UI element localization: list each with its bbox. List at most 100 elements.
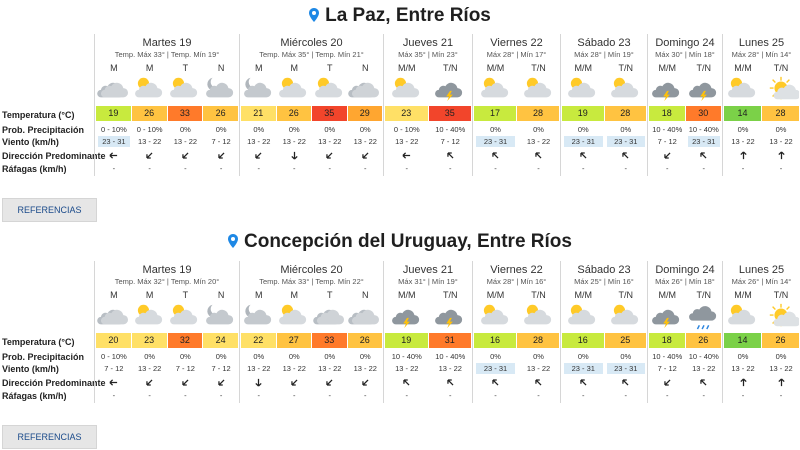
wind-cell: 13 - 22 xyxy=(769,137,793,146)
gust-cell: - xyxy=(112,391,116,400)
wind-direction-icon xyxy=(432,150,468,160)
wind-direction-icon xyxy=(725,377,761,387)
day-column: Miércoles 20 Temp. Máx 33° | Temp. Mín 22… xyxy=(239,261,383,403)
precipitation-cell: 0% xyxy=(775,125,787,134)
wind-direction-icon xyxy=(203,377,239,387)
cloud-icon xyxy=(96,75,132,103)
period-label: M/M xyxy=(658,63,677,73)
day-temp-range: Máx 35° | Mín 23° xyxy=(398,50,458,59)
day-name: Lunes 25 xyxy=(738,37,785,49)
wind-cell: 23 - 31 xyxy=(606,136,645,147)
temperature-cell: 23 xyxy=(131,333,167,348)
wind-cell: 23 - 31 xyxy=(687,136,720,147)
wind-direction-icon xyxy=(96,150,132,160)
temperature-cell: 14 xyxy=(724,106,761,121)
sun-cloud-icon xyxy=(167,75,203,103)
references-button[interactable]: REFERENCIAS xyxy=(2,425,97,449)
storm-icon xyxy=(432,302,468,330)
temperature-cell: 33 xyxy=(167,106,203,121)
city-title: La Paz, Entre Ríos xyxy=(0,4,800,28)
period-label: M xyxy=(110,63,118,73)
precipitation-cell: 0 - 10% xyxy=(136,125,163,134)
sun-cloud-icon xyxy=(132,75,168,103)
sun-cloud-icon xyxy=(521,302,557,330)
wind-direction-icon xyxy=(203,150,239,160)
precipitation-cell: 10 - 40% xyxy=(688,352,719,361)
period-label: T xyxy=(182,63,189,73)
gust-cell: - xyxy=(219,391,223,400)
moon-cloud-icon xyxy=(241,75,277,103)
wind-direction-icon xyxy=(521,150,557,160)
period-label: M/M xyxy=(734,63,752,73)
precipitation-cell: 0% xyxy=(215,352,227,361)
period-label: M/M xyxy=(574,290,593,300)
wind-direction-icon xyxy=(276,377,312,387)
period-label: M xyxy=(290,290,299,300)
temperature-cell: 23 xyxy=(385,106,428,121)
references-button[interactable]: REFERENCIAS xyxy=(2,198,97,222)
gust-cell: - xyxy=(582,164,585,173)
location-pin-icon xyxy=(228,234,238,248)
day-temp-range: Máx 26° | Mín 18° xyxy=(655,277,715,286)
precipitation-cell: 0% xyxy=(253,125,265,134)
period-label: N xyxy=(362,290,369,300)
moon-cloud-icon xyxy=(241,302,277,330)
gust-cell: - xyxy=(219,164,223,173)
precipitation-cell: 0% xyxy=(359,125,371,134)
temperature-cell: 21 xyxy=(241,106,276,121)
row-label-precipitation: Prob. Precipitación xyxy=(2,352,85,362)
wind-direction-icon xyxy=(521,377,557,387)
day-temp-range: Máx 31° | Mín 19° xyxy=(398,277,458,286)
wind-cell: 13 - 22 xyxy=(692,364,716,373)
gust-cell: - xyxy=(257,391,261,400)
day-column: Martes 19 Temp. Máx 33° | Temp. Mín 19° M 1… xyxy=(94,34,239,176)
period-label: T/N xyxy=(696,290,712,300)
period-label: N xyxy=(217,63,225,73)
day-column: Miércoles 20 Temp. Máx 35° | Temp. Mín 21… xyxy=(239,34,383,176)
sun-cloud-icon xyxy=(312,75,348,103)
sun-cloud-icon xyxy=(608,75,644,103)
temperature-cell: 28 xyxy=(517,106,559,121)
precipitation-cell: 0% xyxy=(577,352,589,361)
day-temp-range: Máx 28° | Mín 16° xyxy=(486,277,547,286)
city-title-text: Concepción del Uruguay, Entre Ríos xyxy=(244,231,572,252)
temperature-cell: 28 xyxy=(517,333,559,348)
period-label: T/N xyxy=(618,63,634,73)
gust-cell: - xyxy=(148,391,151,400)
cloud-icon xyxy=(96,302,132,330)
cloud-icon xyxy=(347,75,383,103)
gust-cell: - xyxy=(184,391,187,400)
gust-cell: - xyxy=(328,391,332,400)
temperature-cell: 26 xyxy=(762,333,799,348)
sun-cloud-icon xyxy=(276,302,312,330)
day-name: Domingo 24 xyxy=(655,264,715,276)
gust-cell: - xyxy=(364,391,367,400)
wind-cell: 13 - 22 xyxy=(395,364,419,373)
wind-cell: 7 - 12 xyxy=(440,137,460,146)
precipitation-cell: 0% xyxy=(490,352,501,361)
temperature-cell: 20 xyxy=(96,333,131,348)
gust-cell: - xyxy=(624,391,628,400)
wind-cell: 7 - 12 xyxy=(211,137,231,146)
gust-cell: - xyxy=(449,391,452,400)
temperature-cell: 26 xyxy=(685,333,721,348)
gust-cell: - xyxy=(537,164,540,173)
precipitation-cell: 0% xyxy=(533,125,544,134)
gust-cell: - xyxy=(494,391,497,400)
wind-cell: 13 - 22 xyxy=(282,137,306,146)
gust-cell: - xyxy=(293,391,296,400)
gust-cell: - xyxy=(702,391,706,400)
wind-cell: 23 - 31 xyxy=(564,136,603,147)
day-column: Sábado 23 Máx 25° | Mín 16° M/M 16 0% 23 - 31… xyxy=(560,261,647,403)
day-column: Sábado 23 Máx 28° | Mín 19° M/M 19 0% 23 - 31… xyxy=(560,34,647,176)
wind-direction-icon xyxy=(389,150,425,160)
temperature-cell: 35 xyxy=(312,106,347,121)
period-label: N xyxy=(362,63,369,73)
temperature-cell: 18 xyxy=(649,333,685,348)
wind-cell: 13 - 22 xyxy=(247,137,271,146)
period-label: T/N xyxy=(773,290,789,300)
row-label-gusts: Ráfagas (km/h) xyxy=(2,391,67,401)
period-label: T/N xyxy=(696,63,712,73)
sun-cloud-icon xyxy=(132,302,168,330)
precipitation-cell: 0% xyxy=(324,352,336,361)
